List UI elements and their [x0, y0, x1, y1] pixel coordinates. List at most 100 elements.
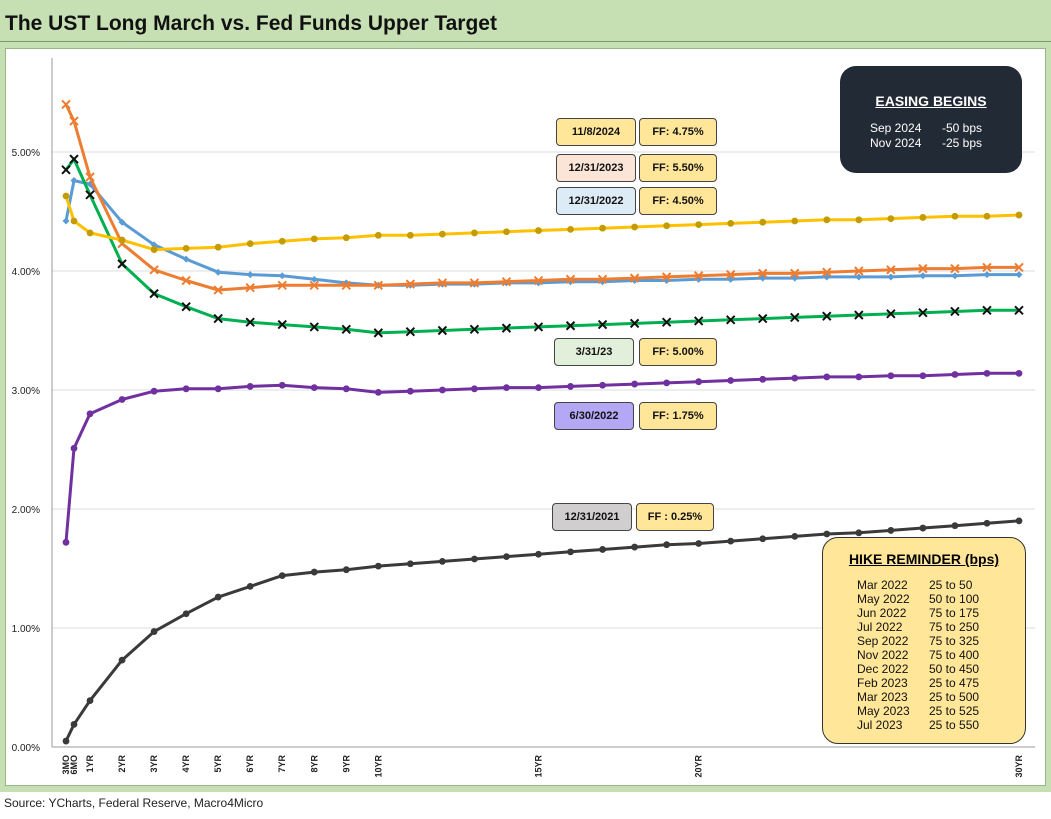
x-tick-label: 3MO [61, 755, 71, 775]
hike-date: Mar 2022 [857, 578, 908, 592]
data-point [118, 218, 126, 226]
data-point [70, 177, 78, 185]
data-point [278, 237, 286, 245]
hike-range: 25 to 50 [929, 578, 973, 592]
x-tick-label: 1YR [85, 755, 95, 773]
data-point [406, 387, 414, 395]
data-point [405, 326, 416, 337]
fed-funds-label: FF: 4.50% [639, 187, 717, 215]
hike-row: Dec 2022 50 to 450 [857, 662, 979, 676]
data-point [951, 522, 959, 530]
hike-row: Sep 2022 75 to 325 [857, 634, 979, 648]
y-tick-label: 3.00% [12, 386, 40, 397]
data-point [886, 265, 896, 275]
data-point [118, 656, 126, 664]
data-point [181, 275, 191, 286]
data-point [693, 316, 704, 326]
easing-change: -25 bps [942, 136, 983, 150]
data-point [631, 380, 638, 388]
data-point [503, 384, 510, 392]
series-line [64, 195, 1020, 252]
data-point [983, 271, 991, 279]
data-point [245, 282, 255, 293]
data-point [950, 263, 960, 274]
data-point [855, 216, 863, 224]
data-point [855, 373, 863, 381]
x-tick-label: 20YR [694, 755, 704, 778]
data-point [823, 373, 831, 381]
data-point [887, 372, 895, 380]
data-point [469, 278, 480, 288]
data-point [727, 537, 735, 545]
x-tick-label: 3YR [149, 755, 159, 773]
data-point [149, 288, 159, 299]
data-point [374, 231, 382, 239]
data-point [759, 375, 767, 383]
hike-date: Mar 2023 [857, 690, 908, 704]
hike-range: 50 to 100 [929, 592, 980, 606]
hike-date: Jul 2023 [857, 718, 903, 732]
data-point [150, 628, 158, 635]
data-point [374, 388, 382, 396]
x-tick-label: 10YR [373, 755, 383, 778]
hike-row: May 2022 50 to 100 [857, 592, 979, 606]
data-point [246, 271, 254, 279]
y-tick-label: 0.00% [12, 743, 40, 754]
data-point [471, 555, 478, 563]
series-date-label: 12/31/2023 [556, 154, 636, 182]
data-point [535, 550, 542, 558]
hike-row: May 2023 25 to 525 [857, 704, 979, 718]
hike-row: Jun 2022 75 to 175 [857, 606, 979, 620]
data-point [214, 593, 222, 601]
series-line [64, 103, 1019, 292]
data-point [503, 553, 510, 560]
x-tick-label: 15YR [533, 755, 543, 778]
data-point [278, 381, 286, 389]
data-point [182, 244, 190, 252]
data-point [1014, 305, 1024, 315]
hike-range: 75 to 175 [929, 606, 980, 620]
data-point [823, 216, 831, 224]
data-point [919, 372, 927, 380]
data-point [310, 384, 318, 392]
data-point [791, 374, 799, 382]
fed-funds-label: FF: 5.50% [639, 154, 717, 182]
hike-date: Jun 2022 [857, 606, 907, 620]
series-line [64, 519, 1020, 742]
y-tick-label: 5.00% [12, 148, 40, 159]
data-point [182, 610, 190, 618]
data-point [1014, 262, 1024, 273]
data-point [1015, 517, 1023, 525]
hike-range: 75 to 400 [929, 648, 980, 662]
data-point [599, 381, 606, 389]
hike-range: 25 to 500 [929, 690, 980, 704]
data-point [918, 263, 928, 274]
data-point [758, 268, 768, 279]
data-point [278, 572, 286, 580]
easing-row: Nov 2024 -25 bps [870, 136, 982, 150]
data-point [182, 385, 190, 393]
data-point [309, 322, 319, 332]
fed-funds-label: FF: 1.75% [639, 402, 717, 430]
data-point [342, 234, 350, 242]
data-point [950, 306, 960, 317]
data-point [118, 236, 126, 244]
data-point [150, 246, 158, 253]
data-point [342, 385, 350, 393]
series-12-31-2021 [62, 517, 1023, 745]
data-point [245, 317, 255, 327]
data-point [86, 410, 94, 418]
fed-funds-label: FF: 5.00% [639, 338, 717, 366]
series-lines [61, 99, 1024, 745]
data-point [70, 444, 78, 452]
data-point [855, 273, 863, 281]
fed-funds-label: FF: 4.75% [639, 118, 717, 146]
data-point [759, 535, 767, 543]
data-point [887, 527, 895, 534]
data-point [341, 280, 352, 290]
data-point [61, 165, 71, 175]
data-point [438, 557, 446, 565]
x-tick-label: 30YR [1014, 755, 1024, 778]
data-point [725, 269, 736, 280]
